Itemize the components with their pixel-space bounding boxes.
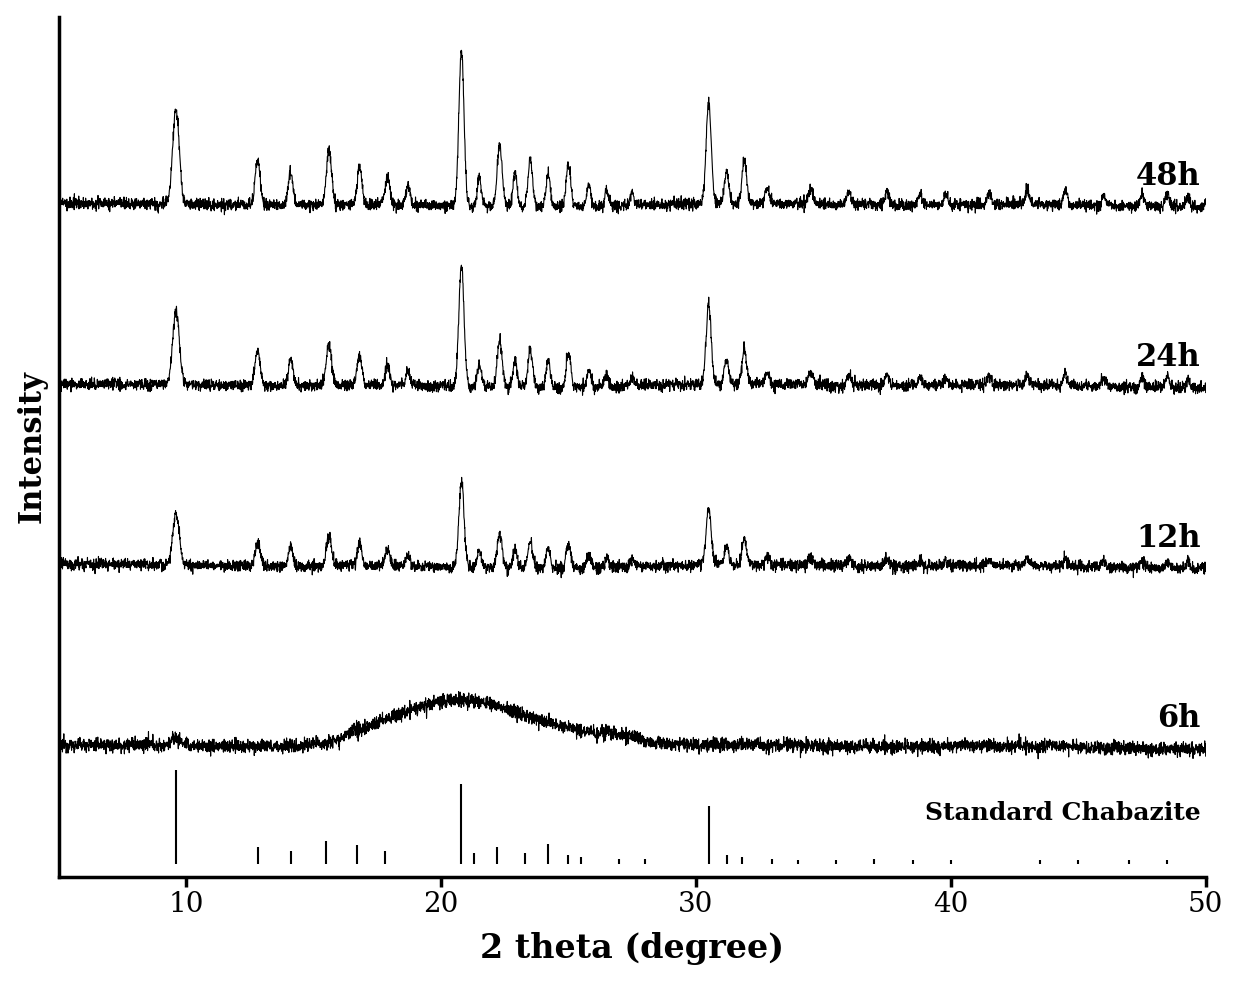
Text: 12h: 12h — [1136, 522, 1200, 554]
Text: 48h: 48h — [1136, 161, 1200, 192]
Y-axis label: Intensity: Intensity — [16, 370, 47, 523]
Text: Standard Chabazite: Standard Chabazite — [925, 801, 1200, 825]
Text: 24h: 24h — [1136, 342, 1200, 373]
X-axis label: 2 theta (degree): 2 theta (degree) — [480, 932, 784, 965]
Text: 6h: 6h — [1157, 703, 1200, 734]
